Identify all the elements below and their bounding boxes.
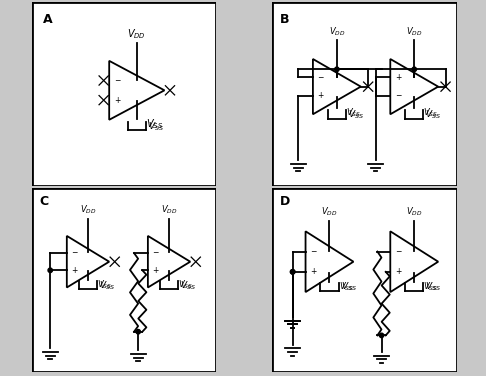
Text: −: − bbox=[71, 249, 78, 258]
Text: −: − bbox=[153, 249, 159, 258]
Text: $V_{DD}$: $V_{DD}$ bbox=[406, 26, 422, 38]
Text: +: + bbox=[395, 267, 401, 276]
Text: $V_{SS}$: $V_{SS}$ bbox=[341, 280, 357, 293]
Circle shape bbox=[380, 333, 384, 338]
Text: −: − bbox=[310, 247, 316, 256]
Text: −: − bbox=[317, 73, 324, 82]
Text: $V_{DD}$: $V_{DD}$ bbox=[329, 26, 345, 38]
Circle shape bbox=[291, 270, 295, 274]
Text: $V_{DD}$: $V_{DD}$ bbox=[127, 27, 146, 41]
Text: $V_{SS}$: $V_{SS}$ bbox=[425, 280, 441, 293]
Text: +: + bbox=[317, 91, 324, 100]
Circle shape bbox=[412, 67, 417, 71]
Text: $V_{DD}$: $V_{DD}$ bbox=[321, 205, 338, 218]
Text: $V_{DD}$: $V_{DD}$ bbox=[80, 203, 96, 215]
Circle shape bbox=[291, 270, 295, 274]
Circle shape bbox=[48, 268, 52, 273]
Text: D: D bbox=[280, 196, 290, 208]
Text: $V_{SS}$: $V_{SS}$ bbox=[146, 117, 163, 131]
Text: +: + bbox=[153, 266, 159, 275]
Text: B: B bbox=[280, 13, 289, 26]
Text: C: C bbox=[39, 196, 48, 208]
Text: +: + bbox=[395, 73, 401, 82]
Text: −: − bbox=[114, 76, 120, 85]
Text: A: A bbox=[43, 13, 52, 26]
Text: $V_{SS}$: $V_{SS}$ bbox=[178, 279, 193, 291]
Text: $V_{SS}$: $V_{SS}$ bbox=[97, 279, 112, 291]
Text: $V_{SS}$: $V_{SS}$ bbox=[423, 107, 438, 120]
Text: +: + bbox=[310, 267, 316, 276]
Text: $V_{DD}$: $V_{DD}$ bbox=[161, 203, 177, 215]
Text: $V_{SS}$: $V_{SS}$ bbox=[348, 108, 364, 121]
Circle shape bbox=[335, 67, 339, 71]
Text: $V_{SS}$: $V_{SS}$ bbox=[423, 280, 438, 293]
Text: $V_{SS}$: $V_{SS}$ bbox=[425, 108, 441, 121]
Text: −: − bbox=[395, 247, 401, 256]
Text: $V_{SS}$: $V_{SS}$ bbox=[148, 120, 164, 132]
Text: +: + bbox=[114, 96, 120, 105]
Text: $V_{SS}$: $V_{SS}$ bbox=[346, 107, 361, 120]
Text: $V_{SS}$: $V_{SS}$ bbox=[180, 279, 196, 291]
Text: +: + bbox=[71, 266, 78, 275]
Text: $V_{SS}$: $V_{SS}$ bbox=[99, 279, 115, 291]
Text: $V_{SS}$: $V_{SS}$ bbox=[339, 280, 354, 293]
Text: $V_{DD}$: $V_{DD}$ bbox=[406, 205, 422, 218]
Text: −: − bbox=[395, 91, 401, 100]
Circle shape bbox=[136, 329, 140, 334]
